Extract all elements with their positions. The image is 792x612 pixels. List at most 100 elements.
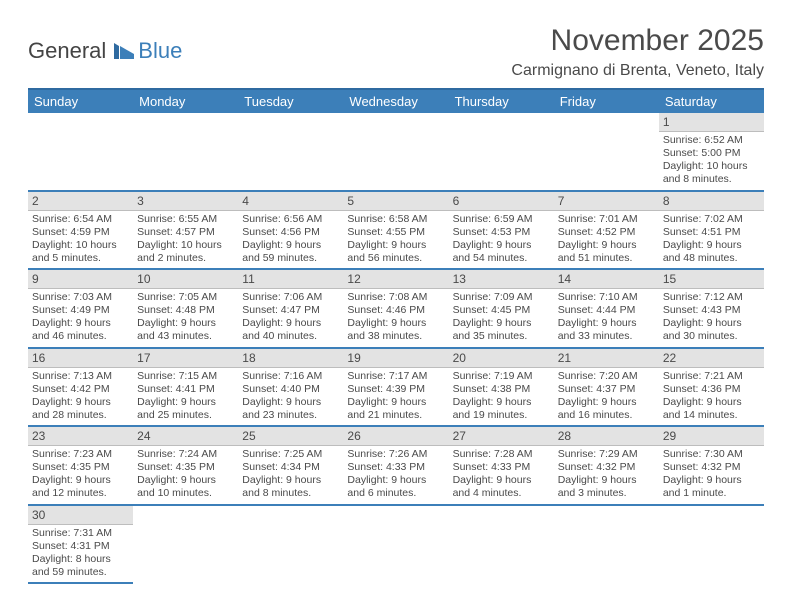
calendar-day-cell: 26 Sunrise: 7:26 AMSunset: 4:33 PMDayligh… xyxy=(343,426,448,505)
calendar-empty-cell xyxy=(343,113,448,191)
calendar-day-cell: 17 Sunrise: 7:15 AMSunset: 4:41 PMDayligh… xyxy=(133,348,238,427)
day-info: Sunrise: 7:24 AMSunset: 4:35 PMDaylight:… xyxy=(137,448,234,501)
day-info: Sunrise: 6:56 AMSunset: 4:56 PMDaylight:… xyxy=(242,213,339,266)
calendar-week-row: 9 Sunrise: 7:03 AMSunset: 4:49 PMDaylight… xyxy=(28,269,764,348)
day-info: Sunrise: 7:06 AMSunset: 4:47 PMDaylight:… xyxy=(242,291,339,344)
day-info: Sunrise: 7:26 AMSunset: 4:33 PMDaylight:… xyxy=(347,448,444,501)
day-info: Sunrise: 7:23 AMSunset: 4:35 PMDaylight:… xyxy=(32,448,129,501)
day-info: Sunrise: 6:55 AMSunset: 4:57 PMDaylight:… xyxy=(137,213,234,266)
day-info: Sunrise: 6:58 AMSunset: 4:55 PMDaylight:… xyxy=(347,213,444,266)
flag-icon xyxy=(112,41,136,61)
day-number: 24 xyxy=(133,427,238,446)
calendar-header-row: SundayMondayTuesdayWednesdayThursdayFrid… xyxy=(28,89,764,113)
day-number: 7 xyxy=(554,192,659,211)
calendar-day-cell: 20 Sunrise: 7:19 AMSunset: 4:38 PMDayligh… xyxy=(449,348,554,427)
weekday-header: Saturday xyxy=(659,89,764,113)
calendar-empty-cell xyxy=(133,113,238,191)
day-number: 6 xyxy=(449,192,554,211)
day-number: 12 xyxy=(343,270,448,289)
brand-part1: General xyxy=(28,38,106,64)
day-info: Sunrise: 7:30 AMSunset: 4:32 PMDaylight:… xyxy=(663,448,760,501)
calendar-week-row: 1 Sunrise: 6:52 AMSunset: 5:00 PMDaylight… xyxy=(28,113,764,191)
day-info: Sunrise: 7:29 AMSunset: 4:32 PMDaylight:… xyxy=(558,448,655,501)
weekday-header: Wednesday xyxy=(343,89,448,113)
calendar-table: SundayMondayTuesdayWednesdayThursdayFrid… xyxy=(28,88,764,584)
day-info: Sunrise: 7:12 AMSunset: 4:43 PMDaylight:… xyxy=(663,291,760,344)
calendar-body: 1 Sunrise: 6:52 AMSunset: 5:00 PMDaylight… xyxy=(28,113,764,583)
day-info: Sunrise: 7:02 AMSunset: 4:51 PMDaylight:… xyxy=(663,213,760,266)
day-info: Sunrise: 7:03 AMSunset: 4:49 PMDaylight:… xyxy=(32,291,129,344)
weekday-header: Thursday xyxy=(449,89,554,113)
calendar-week-row: 2 Sunrise: 6:54 AMSunset: 4:59 PMDaylight… xyxy=(28,191,764,270)
calendar-day-cell: 21 Sunrise: 7:20 AMSunset: 4:37 PMDayligh… xyxy=(554,348,659,427)
day-number: 30 xyxy=(28,506,133,525)
day-info: Sunrise: 7:28 AMSunset: 4:33 PMDaylight:… xyxy=(453,448,550,501)
day-number: 21 xyxy=(554,349,659,368)
day-number: 28 xyxy=(554,427,659,446)
header: General Blue November 2025 Carmignano di… xyxy=(28,24,764,80)
day-info: Sunrise: 7:17 AMSunset: 4:39 PMDaylight:… xyxy=(347,370,444,423)
calendar-day-cell: 5 Sunrise: 6:58 AMSunset: 4:55 PMDaylight… xyxy=(343,191,448,270)
day-number: 10 xyxy=(133,270,238,289)
day-info: Sunrise: 7:15 AMSunset: 4:41 PMDaylight:… xyxy=(137,370,234,423)
day-number: 26 xyxy=(343,427,448,446)
day-info: Sunrise: 7:25 AMSunset: 4:34 PMDaylight:… xyxy=(242,448,339,501)
calendar-day-cell: 10 Sunrise: 7:05 AMSunset: 4:48 PMDayligh… xyxy=(133,269,238,348)
day-number: 20 xyxy=(449,349,554,368)
day-number: 5 xyxy=(343,192,448,211)
calendar-empty-cell xyxy=(238,505,343,584)
calendar-day-cell: 28 Sunrise: 7:29 AMSunset: 4:32 PMDayligh… xyxy=(554,426,659,505)
day-number: 2 xyxy=(28,192,133,211)
calendar-day-cell: 18Sunrise: 7:16 AMSunset: 4:40 PMDayligh… xyxy=(238,348,343,427)
brand-logo: General Blue xyxy=(28,38,182,64)
location-subtitle: Carmignano di Brenta, Veneto, Italy xyxy=(511,62,764,80)
day-info: Sunrise: 7:19 AMSunset: 4:38 PMDaylight:… xyxy=(453,370,550,423)
day-number: 14 xyxy=(554,270,659,289)
calendar-empty-cell xyxy=(554,113,659,191)
calendar-day-cell: 2 Sunrise: 6:54 AMSunset: 4:59 PMDaylight… xyxy=(28,191,133,270)
calendar-empty-cell xyxy=(659,505,764,584)
calendar-empty-cell xyxy=(28,113,133,191)
brand-part2: Blue xyxy=(138,38,182,64)
calendar-day-cell: 25 Sunrise: 7:25 AMSunset: 4:34 PMDayligh… xyxy=(238,426,343,505)
day-number: 1 xyxy=(659,113,764,132)
day-info: Sunrise: 6:59 AMSunset: 4:53 PMDaylight:… xyxy=(453,213,550,266)
calendar-day-cell: 24 Sunrise: 7:24 AMSunset: 4:35 PMDayligh… xyxy=(133,426,238,505)
day-info: Sunrise: 7:01 AMSunset: 4:52 PMDaylight:… xyxy=(558,213,655,266)
day-number: 4 xyxy=(238,192,343,211)
day-info: Sunrise: 7:08 AMSunset: 4:46 PMDaylight:… xyxy=(347,291,444,344)
day-info: Sunrise: 6:52 AMSunset: 5:00 PMDaylight:… xyxy=(663,134,760,187)
day-info: Sunrise: 7:09 AMSunset: 4:45 PMDaylight:… xyxy=(453,291,550,344)
calendar-day-cell: 22 Sunrise: 7:21 AMSunset: 4:36 PMDayligh… xyxy=(659,348,764,427)
day-number: 13 xyxy=(449,270,554,289)
day-number: 23 xyxy=(28,427,133,446)
calendar-day-cell: 23 Sunrise: 7:23 AMSunset: 4:35 PMDayligh… xyxy=(28,426,133,505)
calendar-day-cell: 13 Sunrise: 7:09 AMSunset: 4:45 PMDayligh… xyxy=(449,269,554,348)
calendar-day-cell: 29Sunrise: 7:30 AMSunset: 4:32 PMDayligh… xyxy=(659,426,764,505)
day-info: Sunrise: 7:21 AMSunset: 4:36 PMDaylight:… xyxy=(663,370,760,423)
day-info: Sunrise: 7:05 AMSunset: 4:48 PMDaylight:… xyxy=(137,291,234,344)
day-info: Sunrise: 6:54 AMSunset: 4:59 PMDaylight:… xyxy=(32,213,129,266)
day-number: 15 xyxy=(659,270,764,289)
calendar-day-cell: 14Sunrise: 7:10 AMSunset: 4:44 PMDayligh… xyxy=(554,269,659,348)
day-number: 9 xyxy=(28,270,133,289)
day-number: 17 xyxy=(133,349,238,368)
weekday-header: Monday xyxy=(133,89,238,113)
day-number: 11 xyxy=(238,270,343,289)
day-number: 22 xyxy=(659,349,764,368)
day-info: Sunrise: 7:20 AMSunset: 4:37 PMDaylight:… xyxy=(558,370,655,423)
calendar-day-cell: 11 Sunrise: 7:06 AMSunset: 4:47 PMDayligh… xyxy=(238,269,343,348)
title-block: November 2025 Carmignano di Brenta, Vene… xyxy=(511,24,764,80)
calendar-day-cell: 3Sunrise: 6:55 AMSunset: 4:57 PMDaylight… xyxy=(133,191,238,270)
calendar-day-cell: 15 Sunrise: 7:12 AMSunset: 4:43 PMDayligh… xyxy=(659,269,764,348)
calendar-day-cell: 1 Sunrise: 6:52 AMSunset: 5:00 PMDaylight… xyxy=(659,113,764,191)
calendar-week-row: 23 Sunrise: 7:23 AMSunset: 4:35 PMDayligh… xyxy=(28,426,764,505)
calendar-empty-cell xyxy=(133,505,238,584)
calendar-day-cell: 16Sunrise: 7:13 AMSunset: 4:42 PMDayligh… xyxy=(28,348,133,427)
calendar-week-row: 16Sunrise: 7:13 AMSunset: 4:42 PMDayligh… xyxy=(28,348,764,427)
day-number: 25 xyxy=(238,427,343,446)
day-number: 16 xyxy=(28,349,133,368)
calendar-empty-cell xyxy=(554,505,659,584)
day-number: 18 xyxy=(238,349,343,368)
calendar-day-cell: 9 Sunrise: 7:03 AMSunset: 4:49 PMDaylight… xyxy=(28,269,133,348)
